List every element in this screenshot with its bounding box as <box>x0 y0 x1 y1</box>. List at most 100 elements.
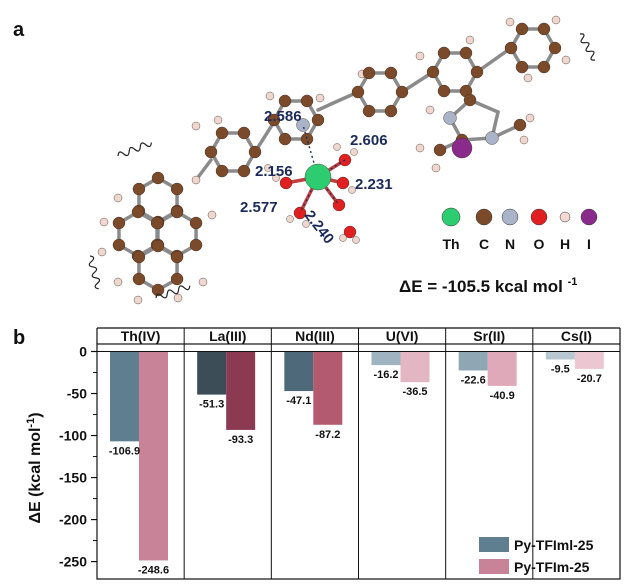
y-tick-label: -100 <box>59 428 87 444</box>
panel-a: a 2.586 2.606 2.156 2.231 2.577 2.240 Th… <box>13 15 598 305</box>
hydrogen-atom <box>505 17 515 27</box>
carbon-atom <box>170 272 184 286</box>
carbon-atom <box>548 41 562 55</box>
hydrogen-atom <box>339 234 347 242</box>
bar <box>574 351 604 369</box>
distance-labels: 2.586 2.606 2.156 2.231 2.577 2.240 <box>240 108 393 247</box>
binding-energy-value: ΔE = -105.5 kcal mol <box>399 277 563 296</box>
carbon-atom <box>463 93 477 107</box>
chart-bars <box>110 351 604 561</box>
distance-label: 2.231 <box>355 176 393 193</box>
hydrogen-atom <box>113 277 123 287</box>
carbon-atom <box>362 66 376 80</box>
y-tick-label: -200 <box>59 512 87 528</box>
carbon-atom <box>311 113 325 127</box>
thorium-atom <box>304 163 332 191</box>
y-tick-label: -250 <box>59 554 87 570</box>
bar <box>487 351 517 386</box>
carbon-atom <box>384 104 398 118</box>
svg-text:ΔE = -105.5 kcal mol -: ΔE = -105.5 kcal mol -1 <box>399 276 577 296</box>
bar <box>226 351 256 430</box>
truncation-wave <box>117 142 152 157</box>
distance-label: 2.577 <box>240 199 278 216</box>
y-tick-label: -150 <box>59 470 87 486</box>
y-axis-ticks: 0 -50 -100 -150 -200 -250 <box>59 344 97 570</box>
atom-legend-swatch <box>501 208 519 226</box>
carbon-atom <box>131 205 145 219</box>
hydrogen-atom <box>99 217 109 227</box>
category-label: U(VI) <box>386 328 419 344</box>
hydrogen-atom <box>265 91 275 101</box>
bar <box>284 351 314 392</box>
oxygen-atom <box>279 176 293 190</box>
carbon-atom <box>362 104 376 118</box>
hydrogen-atom <box>97 247 107 257</box>
hydrogen-atom <box>431 163 441 173</box>
category-label: Nd(III) <box>295 328 335 344</box>
distance-label: 2.156 <box>255 163 293 180</box>
bar-value-label: -20.7 <box>577 373 602 385</box>
distance-label: 2.586 <box>264 108 302 125</box>
carbon-atom <box>215 126 229 140</box>
carbon-atom <box>189 238 203 252</box>
carbon-atom <box>437 46 451 60</box>
carbon-atom <box>504 41 518 55</box>
carbon-atom <box>112 216 126 230</box>
bar-value-labels: -106.9 -248.6 -51.3 -93.3 -47.1 -87.2 -16.2 -36… <box>109 363 602 576</box>
atom-legend-swatch <box>530 208 548 226</box>
carbon-atom <box>170 205 184 219</box>
hydrogen-atom <box>315 93 325 103</box>
carbon-atom <box>384 66 398 80</box>
atom-legend-swatch <box>580 208 598 226</box>
hydrogen-atom <box>113 193 123 203</box>
oxygen-atom <box>336 176 350 190</box>
atom-legend-label: N <box>505 236 515 252</box>
y-tick-label: 0 <box>79 344 87 360</box>
plot-frame <box>96 343 621 580</box>
binding-energy-unit-exponent: -1 <box>568 276 578 288</box>
panel-a-label: a <box>13 19 25 41</box>
atom-legend-label: Th <box>442 236 459 252</box>
carbon-atom <box>151 283 165 297</box>
atom-legend-label: O <box>534 236 545 252</box>
carbon-atom <box>237 164 251 178</box>
carbon-atom <box>170 250 184 264</box>
carbon-atom <box>132 272 146 286</box>
carbon-atom <box>300 94 314 108</box>
carbon-atom <box>215 164 229 178</box>
carbon-atom <box>515 60 529 74</box>
carbon-atom <box>267 113 281 127</box>
carbon-atom <box>150 216 164 230</box>
iodine-atom <box>451 137 473 159</box>
bar-value-label: -51.3 <box>199 399 224 411</box>
carbon-atom <box>278 94 292 108</box>
carbon-atom <box>426 65 440 79</box>
hydrogen-atom <box>302 220 310 228</box>
category-label: La(III) <box>209 328 246 344</box>
bar-value-label: -47.1 <box>286 395 311 407</box>
atom-legend-label: H <box>560 236 570 252</box>
hydrogen-atom <box>264 164 272 172</box>
y-axis-title-exponent: -1 <box>25 418 37 428</box>
carbon-atom <box>537 60 551 74</box>
atom-legend-swatch <box>559 211 571 223</box>
carbon-atom <box>237 126 251 140</box>
hydrogen-atom <box>525 113 535 123</box>
bar <box>313 351 343 425</box>
carbon-atom <box>278 132 292 146</box>
hydrogen-atom <box>415 51 425 61</box>
hydrogen-atom <box>348 186 356 194</box>
bar <box>197 351 227 395</box>
hydrogen-atom <box>551 15 561 25</box>
bar-value-label: -22.6 <box>461 374 486 386</box>
legend-label: Py-TFIm-25 <box>514 559 590 575</box>
y-tick-label: -50 <box>67 386 87 402</box>
bar <box>458 351 488 371</box>
hydrogen-atom <box>561 55 571 65</box>
atom-legend: Th C N O H I <box>441 207 598 252</box>
atom-legend-label: I <box>587 236 591 252</box>
interaction-line <box>302 124 319 178</box>
carbon-atom <box>515 22 529 36</box>
hydrogen-atom <box>213 115 223 125</box>
category-label: Th(IV) <box>121 328 161 344</box>
